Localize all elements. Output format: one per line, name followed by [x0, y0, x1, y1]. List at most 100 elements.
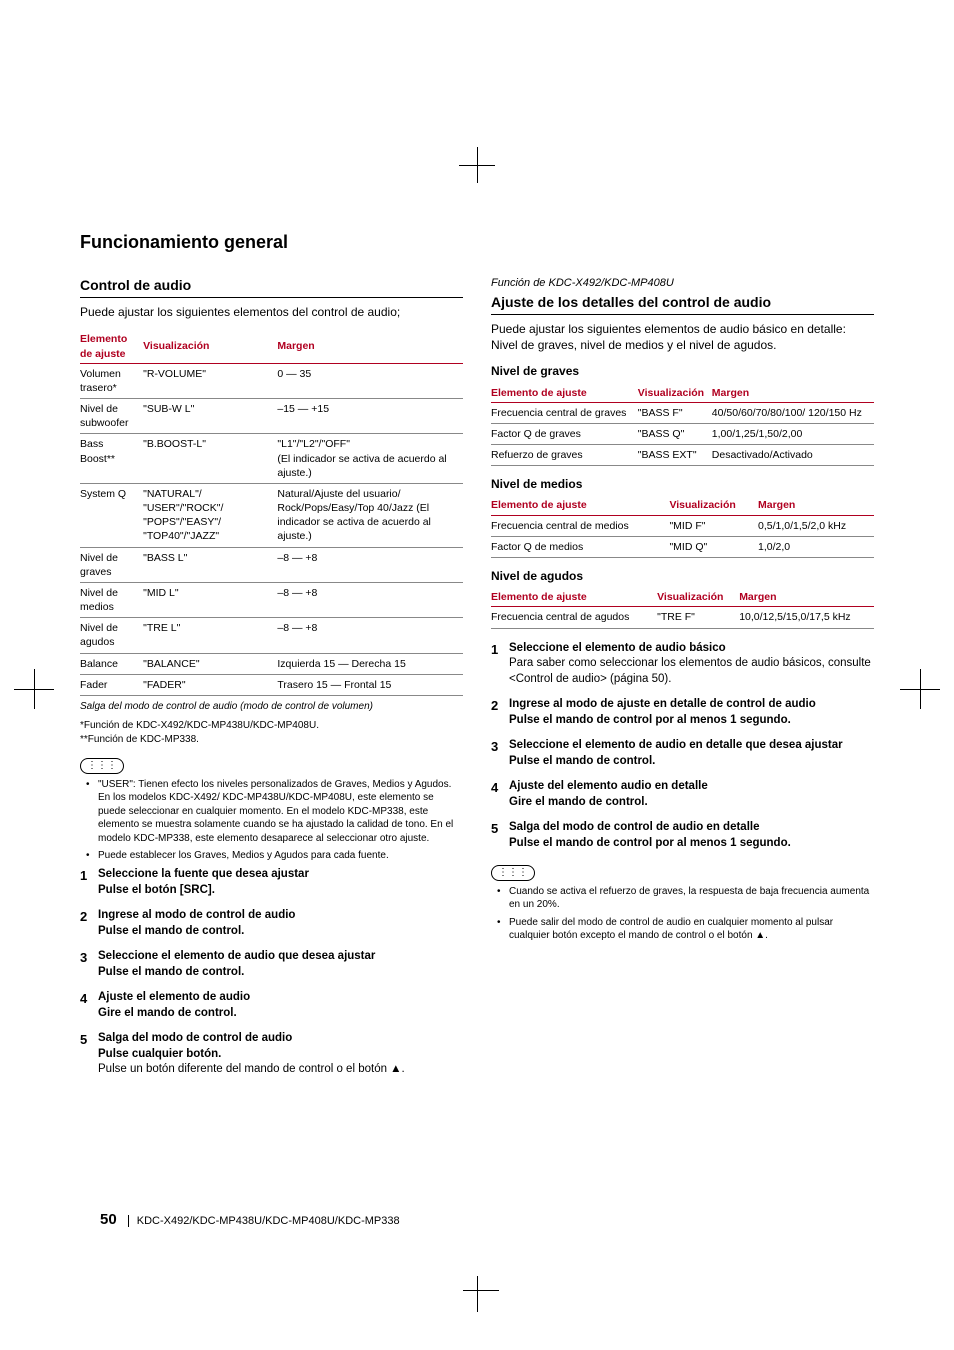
- left-notes-list: "USER": Tienen efecto los niveles person…: [80, 778, 463, 863]
- table-row: Nivel de graves"BASS L"–8 — +8: [80, 547, 463, 582]
- table-cell: Fader: [80, 674, 143, 695]
- note-item: Puede salir del modo de control de audio…: [501, 916, 874, 943]
- table-cell: –8 — +8: [277, 547, 463, 582]
- table-row: Factor Q de medios"MID Q"1,0/2,0: [491, 536, 874, 557]
- table-cell: 10,0/12,5/15,0/17,5 kHz: [739, 607, 874, 628]
- note-item: Puede establecer los Graves, Medios y Ag…: [90, 849, 463, 863]
- step-title: Seleccione el elemento de audio que dese…: [98, 950, 375, 962]
- footnotes: *Función de KDC-X492/KDC-MP438U/KDC-MP40…: [80, 719, 463, 746]
- step-item: Salga del modo de control de audio en de…: [491, 820, 874, 851]
- table-cell: Nivel de medios: [80, 582, 143, 617]
- step-item: Ajuste el elemento de audioGire el mando…: [80, 990, 463, 1021]
- page-footer: 50 KDC-X492/KDC-MP438U/KDC-MP408U/KDC-MP…: [100, 1210, 400, 1230]
- table-row: Nivel de agudos"TRE L"–8 — +8: [80, 618, 463, 653]
- table-cell: "MID F": [669, 515, 758, 536]
- info-icon: ⋮⋮⋮: [491, 865, 535, 881]
- table-cell: Balance: [80, 653, 143, 674]
- info-icon: ⋮⋮⋮: [80, 758, 124, 774]
- agudos-title: Nivel de agudos: [491, 568, 874, 584]
- col-header: Elemento de ajuste: [80, 330, 143, 363]
- crop-mark-top: [467, 155, 487, 175]
- page-content: Funcionamiento general Control de audio …: [80, 230, 874, 1088]
- table-cell: Izquierda 15 — Derecha 15: [277, 653, 463, 674]
- table-cell: 0,5/1,0/1,5/2,0 kHz: [758, 515, 874, 536]
- table-row: System Q"NATURAL"/ "USER"/"ROCK"/ "POPS"…: [80, 483, 463, 547]
- step-item: Ingrese al modo de ajuste en detalle de …: [491, 697, 874, 728]
- table-cell: Volumen trasero*: [80, 363, 143, 398]
- medios-table: Elemento de ajuste Visualización Margen …: [491, 496, 874, 558]
- table-cell: "MID Q": [669, 536, 758, 557]
- table-row: Factor Q de graves"BASS Q"1,00/1,25/1,50…: [491, 423, 874, 444]
- col-header: Elemento de ajuste: [491, 384, 638, 403]
- table-cell: "R-VOLUME": [143, 363, 277, 398]
- table-cell: Trasero 15 — Frontal 15: [277, 674, 463, 695]
- step-item: Seleccione el elemento de audio en detal…: [491, 738, 874, 769]
- step-title: Seleccione la fuente que desea ajustar: [98, 868, 309, 880]
- table-cell: Bass Boost**: [80, 434, 143, 484]
- table-cell: Nivel de graves: [80, 547, 143, 582]
- step-body: Para saber como seleccionar los elemento…: [509, 656, 874, 687]
- table-cell: System Q: [80, 483, 143, 547]
- page-number: 50: [100, 1211, 117, 1228]
- right-column: Función de KDC-X492/KDC-MP408U Ajuste de…: [491, 276, 874, 1087]
- col-header: Visualización: [143, 330, 277, 363]
- step-item: Seleccione el elemento de audio básico Pa…: [491, 641, 874, 688]
- crop-mark-left: [20, 675, 48, 703]
- step-item: Ajuste del elemento audio en detalle Gire…: [491, 779, 874, 810]
- medios-title: Nivel de medios: [491, 476, 874, 492]
- crop-mark-right: [906, 675, 934, 703]
- left-title: Control de audio: [80, 276, 463, 298]
- graves-title: Nivel de graves: [491, 363, 874, 379]
- table-row: Frecuencia central de medios"MID F"0,5/1…: [491, 515, 874, 536]
- table-cell: –8 — +8: [277, 582, 463, 617]
- table-row: Nivel de medios"MID L"–8 — +8: [80, 582, 463, 617]
- step-title: Ajuste del elemento audio en detalle: [509, 780, 708, 792]
- left-intro: Puede ajustar los siguientes elementos d…: [80, 304, 463, 320]
- function-note: Función de KDC-X492/KDC-MP408U: [491, 276, 874, 291]
- table-cell: "FADER": [143, 674, 277, 695]
- table-cell: 1,0/2,0: [758, 536, 874, 557]
- table-cell: "B.BOOST-L": [143, 434, 277, 484]
- note-item: Cuando se activa el refuerzo de graves, …: [501, 885, 874, 912]
- table-row: Frecuencia central de agudos"TRE F"10,0/…: [491, 607, 874, 628]
- col-header: Visualización: [669, 496, 758, 515]
- table-cell: "NATURAL"/ "USER"/"ROCK"/ "POPS"/"EASY"/…: [143, 483, 277, 547]
- step-title: Ingrese al modo de ajuste en detalle de …: [509, 698, 816, 710]
- col-header: Margen: [277, 330, 463, 363]
- step-action: Gire el mando de control.: [98, 1006, 463, 1022]
- col-header: Margen: [758, 496, 874, 515]
- table-cell: "SUB-W L": [143, 399, 277, 434]
- step-action: Pulse cualquier botón.: [98, 1047, 463, 1063]
- step-action: Pulse el mando de control.: [98, 965, 463, 981]
- table-cell: Nivel de agudos: [80, 618, 143, 653]
- step-action: Pulse el botón [SRC].: [98, 883, 463, 899]
- table-row: Fader"FADER"Trasero 15 — Frontal 15: [80, 674, 463, 695]
- audio-control-table: Elemento de ajuste Visualización Margen …: [80, 330, 463, 696]
- table-cell: 0 — 35: [277, 363, 463, 398]
- col-header: Margen: [712, 384, 874, 403]
- step-title: Seleccione el elemento de audio en detal…: [509, 739, 843, 751]
- col-header: Margen: [739, 588, 874, 607]
- table-cell: "BASS F": [638, 402, 712, 423]
- table-cell: "BALANCE": [143, 653, 277, 674]
- table-cell: "BASS EXT": [638, 445, 712, 466]
- left-column: Control de audio Puede ajustar los sigui…: [80, 276, 463, 1087]
- table-row: Nivel de subwoofer"SUB-W L"–15 — +15: [80, 399, 463, 434]
- table-cell: Factor Q de graves: [491, 423, 638, 444]
- table-cell: Frecuencia central de medios: [491, 515, 669, 536]
- step-title: Ingrese al modo de control de audio: [98, 909, 295, 921]
- table-row: Volumen trasero*"R-VOLUME"0 — 35: [80, 363, 463, 398]
- footer-models: KDC-X492/KDC-MP438U/KDC-MP408U/KDC-MP338: [128, 1215, 400, 1227]
- step-action: Pulse el mando de control.: [98, 924, 463, 940]
- table-cell: "BASS L": [143, 547, 277, 582]
- col-header: Elemento de ajuste: [491, 588, 657, 607]
- right-intro: Puede ajustar los siguientes elementos d…: [491, 321, 874, 353]
- note-item: "USER": Tienen efecto los niveles person…: [90, 778, 463, 846]
- right-title: Ajuste de los detalles del control de au…: [491, 293, 874, 315]
- agudos-table: Elemento de ajuste Visualización Margen …: [491, 588, 874, 628]
- step-action: Gire el mando de control.: [509, 795, 874, 811]
- table-cell: "MID L": [143, 582, 277, 617]
- graves-table: Elemento de ajuste Visualización Margen …: [491, 384, 874, 467]
- step-title: Seleccione el elemento de audio básico: [509, 642, 726, 654]
- col-header: Visualización: [638, 384, 712, 403]
